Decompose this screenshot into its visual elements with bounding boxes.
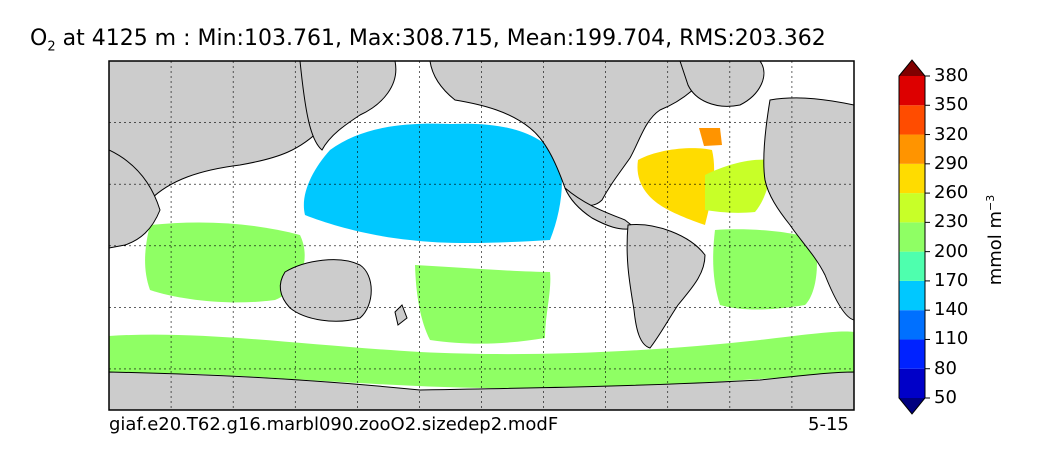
graticule xyxy=(109,61,854,410)
region-southern-ocean xyxy=(109,331,854,389)
title-stats: at 4125 m : Min:103.761, Max:308.715, Me… xyxy=(55,26,826,51)
colorbar-tick-label: 380 xyxy=(934,65,969,86)
colorbar-tick-label: 140 xyxy=(934,299,969,321)
colorbar-tick-label: 260 xyxy=(934,182,969,204)
colorbar-segment xyxy=(899,310,925,340)
colorbar-tick-label: 170 xyxy=(934,269,969,291)
land-africa-east xyxy=(109,149,161,249)
colorbar-segment xyxy=(899,76,925,106)
colorbar-unit-label: mmol m−3 xyxy=(984,195,1006,286)
colorbar-extend-low xyxy=(899,398,925,414)
region-south-pacific xyxy=(415,265,551,344)
land-south-america xyxy=(626,224,706,349)
years-label: 5-15 xyxy=(808,414,849,435)
colorbar-tick-label: 110 xyxy=(934,328,969,350)
land-central-america xyxy=(564,187,637,230)
colorbar-tick-label: 50 xyxy=(934,387,957,408)
colorbar-segment xyxy=(899,163,925,194)
chart-title: O2 at 4125 m : Min:103.761, Max:308.715,… xyxy=(30,26,826,54)
colorbar-segment xyxy=(899,134,925,164)
unit-base: mmol m xyxy=(985,210,1006,286)
colorbar-tick-label: 320 xyxy=(934,123,969,145)
land-east-asia xyxy=(299,61,397,151)
colorbar-extend-high xyxy=(899,60,925,76)
colorbar-segment xyxy=(899,222,925,252)
title-variable-subscript: 2 xyxy=(47,39,56,55)
colorbar-segment xyxy=(899,368,925,398)
region-labrador-sea xyxy=(699,128,722,146)
colorbar-tick-label: 230 xyxy=(934,211,969,233)
region-nw-atlantic xyxy=(637,148,715,225)
colorbar-segment xyxy=(899,251,925,281)
region-north-pacific xyxy=(303,123,562,244)
colorbar-segment xyxy=(899,280,925,311)
colorbar-tick-label: 200 xyxy=(934,240,969,262)
case-name: giaf.e20.T62.g16.marbl090.zooO2.sizedep2… xyxy=(109,414,559,435)
colorbar-segment xyxy=(899,339,925,369)
map-frame xyxy=(108,60,855,411)
colorbar-segment xyxy=(899,105,925,135)
ocean-field xyxy=(109,61,854,389)
unit-exponent: −3 xyxy=(984,194,997,211)
map-layer xyxy=(109,61,854,410)
region-south-atlantic xyxy=(713,229,817,310)
colorbar-tick-label: 80 xyxy=(934,357,957,379)
colorbar xyxy=(898,59,930,415)
title-variable: O xyxy=(30,26,48,51)
colorbar-tick-label: 290 xyxy=(934,152,969,174)
land-australia xyxy=(279,259,372,322)
region-indian-ocean xyxy=(145,222,305,303)
colorbar-segment xyxy=(899,193,925,223)
land-europe-africa xyxy=(763,97,854,321)
colorbar-tick-label: 350 xyxy=(934,94,969,116)
region-ene-atlantic xyxy=(705,159,771,213)
land-greenland xyxy=(679,61,765,107)
